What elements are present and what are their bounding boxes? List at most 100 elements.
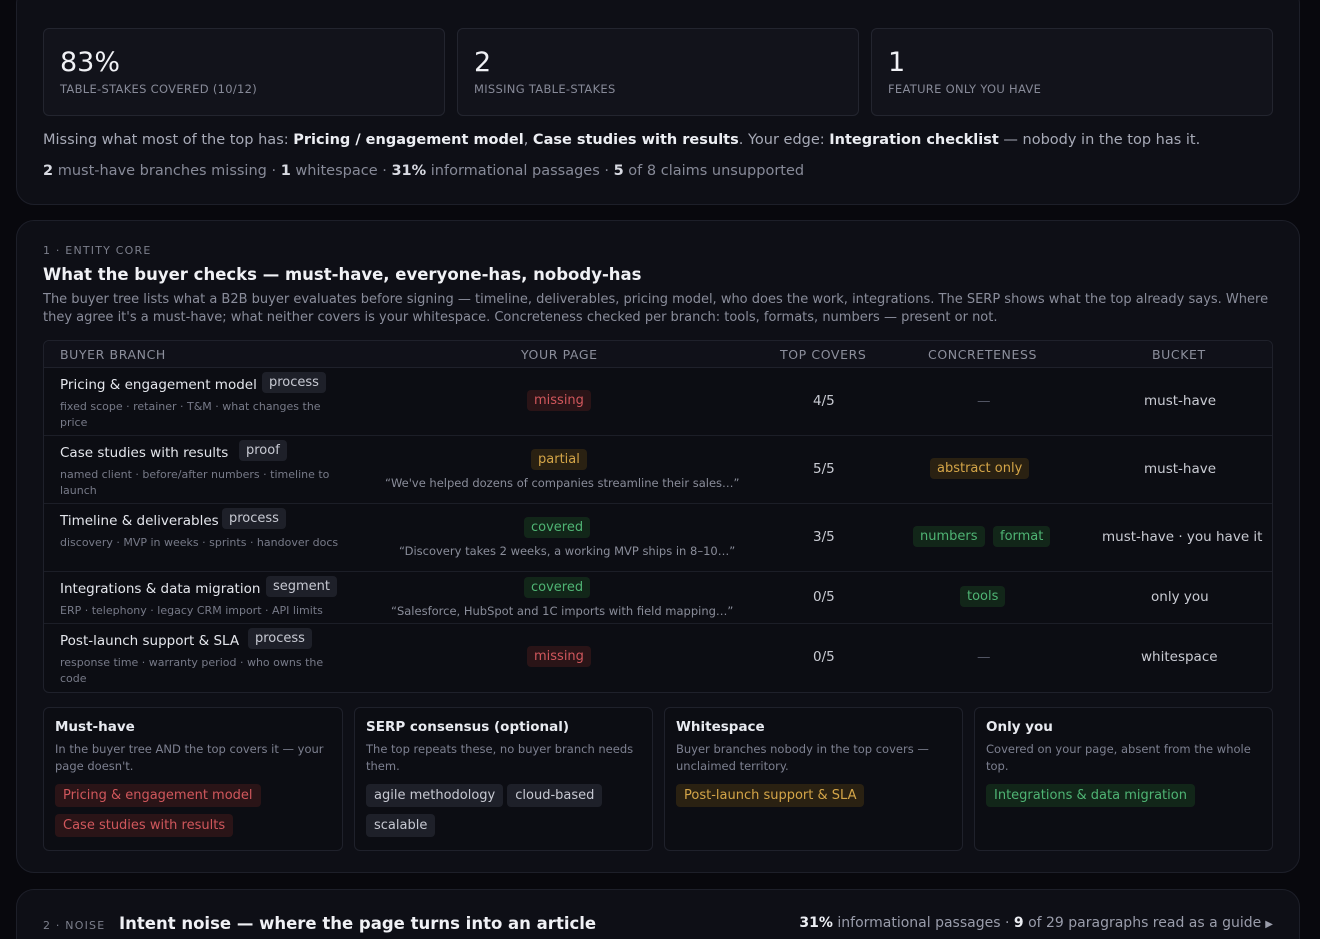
branch-subtopics: fixed scope · retainer · T&M · what chan… <box>60 400 321 429</box>
branch-name: Case studies with results <box>60 445 229 461</box>
summary-panel: 83% TABLE-STAKES COVERED (10/12) 2 MISSI… <box>16 0 1300 205</box>
bucket-chips: Integrations & data migration <box>986 784 1261 814</box>
page-quote: “Discovery takes 2 weeks, a working MVP … <box>399 544 736 558</box>
table-header: BUYER BRANCH YOUR PAGE TOP COVERS CONCRE… <box>44 341 1272 368</box>
metric-number: 2 <box>43 163 54 179</box>
concreteness-tag: numbers <box>913 526 985 547</box>
summary-text: — nobody in the top has it. <box>998 132 1201 148</box>
branch-name: Timeline & deliverables <box>60 513 219 529</box>
section-title: Intent noise — where the page turns into… <box>119 914 597 933</box>
coverage-status: missing <box>527 390 591 411</box>
metric-number: 1 <box>280 163 291 179</box>
bucket-title: SERP consensus (optional) <box>366 719 569 735</box>
metric-text: whitespace · <box>290 163 392 179</box>
bucket-chips: agile methodology cloud-based scalable <box>366 784 641 844</box>
branch-subtopics: response time · warranty period · who ow… <box>60 656 324 685</box>
entity-core-panel: 1 · ENTITY CORE What the buyer checks — … <box>16 220 1300 873</box>
stat-value: 83% <box>60 47 121 78</box>
branch-subtopics: discovery · MVP in weeks · sprints · han… <box>60 536 339 549</box>
concreteness-tag: abstract only <box>930 458 1030 479</box>
term-chip[interactable]: agile methodology <box>366 784 504 807</box>
edge-item: Integration checklist <box>829 132 999 148</box>
noise-text: informational passages · <box>832 915 1014 931</box>
term-chip[interactable]: scalable <box>366 814 436 837</box>
branch-chip[interactable]: Post-launch support & SLA <box>676 784 865 807</box>
intent-noise-panel[interactable]: 2 · NOISE Intent noise — where the page … <box>16 889 1300 939</box>
coverage-status: covered <box>524 577 591 598</box>
page-quote: “Salesforce, HubSpot and 1C imports with… <box>391 604 734 618</box>
missing-item: Pricing / engagement model <box>293 132 524 148</box>
table-row[interactable]: Pricing & engagement model process fixed… <box>44 368 1272 436</box>
stat-label: FEATURE ONLY YOU HAVE <box>888 82 1042 96</box>
bucket-title: Only you <box>986 719 1053 735</box>
summary-text: . Your edge: <box>738 132 830 148</box>
branch-name: Pricing & engagement model <box>60 377 257 393</box>
branch-chip[interactable]: Pricing & engagement model <box>55 784 261 807</box>
top-covers-value: 0/5 <box>813 589 835 605</box>
section-eyebrow: 1 · ENTITY CORE <box>43 244 152 257</box>
concreteness-empty: — <box>977 393 991 409</box>
bucket-description: In the buyer tree AND the top covers it … <box>55 742 324 773</box>
stat-card-missing: 2 MISSING TABLE-STAKES <box>457 28 859 116</box>
coverage-status: covered <box>524 517 591 538</box>
term-chip[interactable]: cloud-based <box>507 784 603 807</box>
stat-card-coverage: 83% TABLE-STAKES COVERED (10/12) <box>43 28 445 116</box>
column-header: YOUR PAGE <box>521 347 598 362</box>
table-row[interactable]: Case studies with results proof named cl… <box>44 436 1272 504</box>
bucket-description: Covered on your page, absent from the wh… <box>986 742 1251 773</box>
summary-gap-line: Missing what most of the top has: Pricin… <box>43 132 1200 148</box>
noise-percent: 31% <box>799 915 833 931</box>
bucket-title: Must-have <box>55 719 135 735</box>
column-header: BUCKET <box>1152 347 1206 362</box>
bucket-card-whitespace: Whitespace Buyer branches nobody in the … <box>664 707 963 851</box>
noise-summary[interactable]: 31% informational passages · 9 of 29 par… <box>799 915 1273 931</box>
metric-text: must-have branches missing · <box>53 163 281 179</box>
bucket-card-must-have: Must-have In the buyer tree AND the top … <box>43 707 343 851</box>
summary-metrics-line: 2 must-have branches missing · 1 whitesp… <box>43 163 804 179</box>
branch-tag: process <box>248 628 312 649</box>
bucket-value: must-have <box>1144 461 1217 477</box>
top-covers-value: 4/5 <box>813 393 835 409</box>
bucket-value: only you <box>1151 589 1209 605</box>
bucket-description: Buyer branches nobody in the top covers … <box>676 742 929 773</box>
buyer-branch-table: BUYER BRANCH YOUR PAGE TOP COVERS CONCRE… <box>43 340 1273 693</box>
column-header: CONCRETENESS <box>928 347 1038 362</box>
table-row[interactable]: Post-launch support & SLA process respon… <box>44 624 1272 692</box>
bucket-title: Whitespace <box>676 719 765 735</box>
stat-value: 2 <box>474 47 492 78</box>
column-header: TOP COVERS <box>780 347 867 362</box>
branch-tag: process <box>222 508 286 529</box>
metric-number: 5 <box>613 163 624 179</box>
bucket-value: must-have · you have it <box>1102 529 1263 545</box>
metric-text: of 8 claims unsupported <box>623 163 805 179</box>
branch-tag: process <box>262 372 326 393</box>
top-covers-value: 3/5 <box>813 529 835 545</box>
concreteness-tag: tools <box>960 586 1006 607</box>
stat-label: MISSING TABLE-STAKES <box>474 82 616 96</box>
branch-subtopics: named client · before/after numbers · ti… <box>60 468 330 497</box>
branch-chip[interactable]: Case studies with results <box>55 814 234 837</box>
section-eyebrow: 2 · NOISE <box>43 919 106 932</box>
section-description: The buyer tree lists what a B2B buyer ev… <box>43 292 1269 325</box>
bucket-value: must-have <box>1144 393 1217 409</box>
bucket-value: whitespace <box>1141 649 1218 665</box>
stat-card-unique: 1 FEATURE ONLY YOU HAVE <box>871 28 1273 116</box>
summary-text: , <box>523 132 533 148</box>
branch-tag: segment <box>266 576 338 597</box>
table-row[interactable]: Integrations & data migration segment ER… <box>44 572 1272 624</box>
column-header: BUYER BRANCH <box>60 347 166 362</box>
branch-chip[interactable]: Integrations & data migration <box>986 784 1195 807</box>
section-title: What the buyer checks — must-have, every… <box>43 265 642 284</box>
noise-count: 9 <box>1013 915 1024 931</box>
metric-number: 31% <box>391 163 427 179</box>
branch-subtopics: ERP · telephony · legacy CRM import · AP… <box>60 604 323 617</box>
caret-right-icon[interactable]: ▶ <box>1265 919 1273 930</box>
table-row[interactable]: Timeline & deliverables process discover… <box>44 504 1272 572</box>
page-quote: “We've helped dozens of companies stream… <box>385 476 740 490</box>
top-covers-value: 0/5 <box>813 649 835 665</box>
noise-text: of 29 paragraphs read as a guide <box>1023 915 1262 931</box>
coverage-status: partial <box>531 449 587 470</box>
top-covers-value: 5/5 <box>813 461 835 477</box>
stat-label: TABLE-STAKES COVERED (10/12) <box>60 82 258 96</box>
bucket-description: The top repeats these, no buyer branch n… <box>366 742 634 773</box>
